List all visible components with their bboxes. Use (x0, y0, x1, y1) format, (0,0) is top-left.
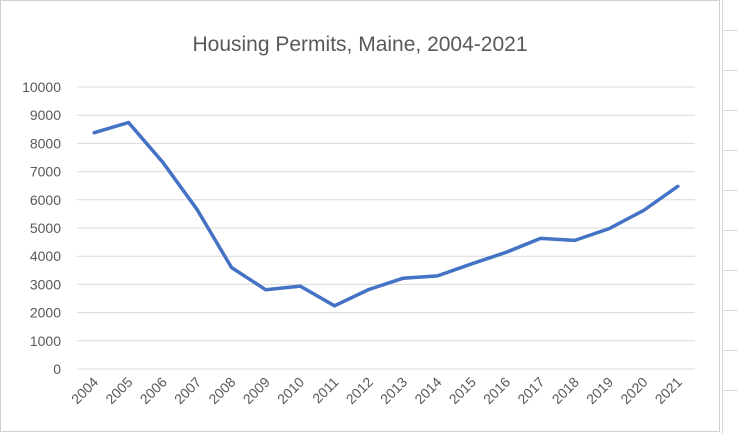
x-tick-label: 2017 (514, 374, 547, 407)
data-point (402, 277, 405, 280)
x-tick-label: 2012 (343, 374, 376, 407)
x-tick-label: 2006 (137, 374, 170, 407)
cell-gridline (722, 270, 738, 271)
data-point (161, 161, 164, 164)
cell-gridline (722, 0, 723, 434)
series-group (92, 120, 680, 308)
x-tick-label: 2015 (446, 374, 479, 407)
y-tick-label: 10000 (22, 79, 61, 95)
data-point (299, 285, 302, 288)
data-point (470, 262, 473, 265)
data-point (573, 239, 576, 242)
data-point (127, 121, 130, 124)
cell-gridline (722, 310, 738, 311)
data-point (505, 251, 508, 254)
x-tick-label: 2018 (549, 374, 582, 407)
x-tick-label: 2005 (102, 374, 135, 407)
x-tick-label: 2009 (240, 374, 273, 407)
cell-gridline (722, 110, 738, 111)
x-tick-label: 2013 (377, 374, 410, 407)
cell-gridline (722, 350, 738, 351)
y-tick-label: 9000 (30, 107, 61, 123)
x-tick-label: 2007 (171, 374, 204, 407)
data-point (539, 237, 542, 240)
data-point (676, 185, 679, 188)
y-tick-label: 0 (53, 361, 61, 377)
data-point (608, 227, 611, 230)
y-tick-label: 8000 (30, 135, 61, 151)
y-tick-label: 3000 (30, 276, 61, 292)
x-tick-label: 2016 (480, 374, 513, 407)
series-line (92, 120, 680, 308)
y-tick-label: 1000 (30, 333, 61, 349)
cell-gridline (722, 70, 738, 71)
y-axis-tick-labels: 0 1000 2000 3000 4000 5000 6000 7000 8000 9000 100… (22, 79, 61, 377)
data-point (196, 208, 199, 211)
data-point (367, 288, 370, 291)
x-tick-label: 2014 (411, 374, 444, 407)
data-point (93, 131, 96, 134)
x-tick-label: 2008 (205, 374, 238, 407)
x-tick-label: 2019 (583, 374, 616, 407)
chart-area[interactable]: Housing Permits, Maine, 2004-2021 0 1000 2… (0, 0, 720, 432)
y-tick-label: 7000 (30, 164, 61, 180)
gridlines (77, 86, 695, 370)
y-tick-label: 4000 (30, 248, 61, 264)
cell-gridline (722, 190, 738, 191)
y-tick-label: 6000 (30, 192, 61, 208)
chart-title: Housing Permits, Maine, 2004-2021 (192, 33, 527, 56)
line-chart: Housing Permits, Maine, 2004-2021 0 1000 2… (22, 33, 695, 407)
x-tick-label: 2021 (652, 374, 685, 407)
x-tick-label: 2011 (309, 374, 342, 407)
data-point (642, 209, 645, 212)
x-tick-label: 2004 (68, 374, 101, 407)
cell-gridline (722, 230, 738, 231)
data-point (230, 266, 233, 269)
x-tick-label: 2010 (274, 374, 307, 407)
data-point (436, 274, 439, 277)
cell-gridline (722, 390, 738, 391)
x-tick-label: 2020 (617, 374, 650, 407)
data-point (264, 288, 267, 291)
y-tick-label: 2000 (30, 305, 61, 321)
cell-gridline (722, 150, 738, 151)
cell-gridline (722, 30, 738, 31)
data-point (333, 304, 336, 307)
x-axis-tick-labels: 2004 2005 2006 2007 2008 2009 2010 2011 2012 2013… (68, 374, 685, 407)
y-tick-label: 5000 (30, 220, 61, 236)
